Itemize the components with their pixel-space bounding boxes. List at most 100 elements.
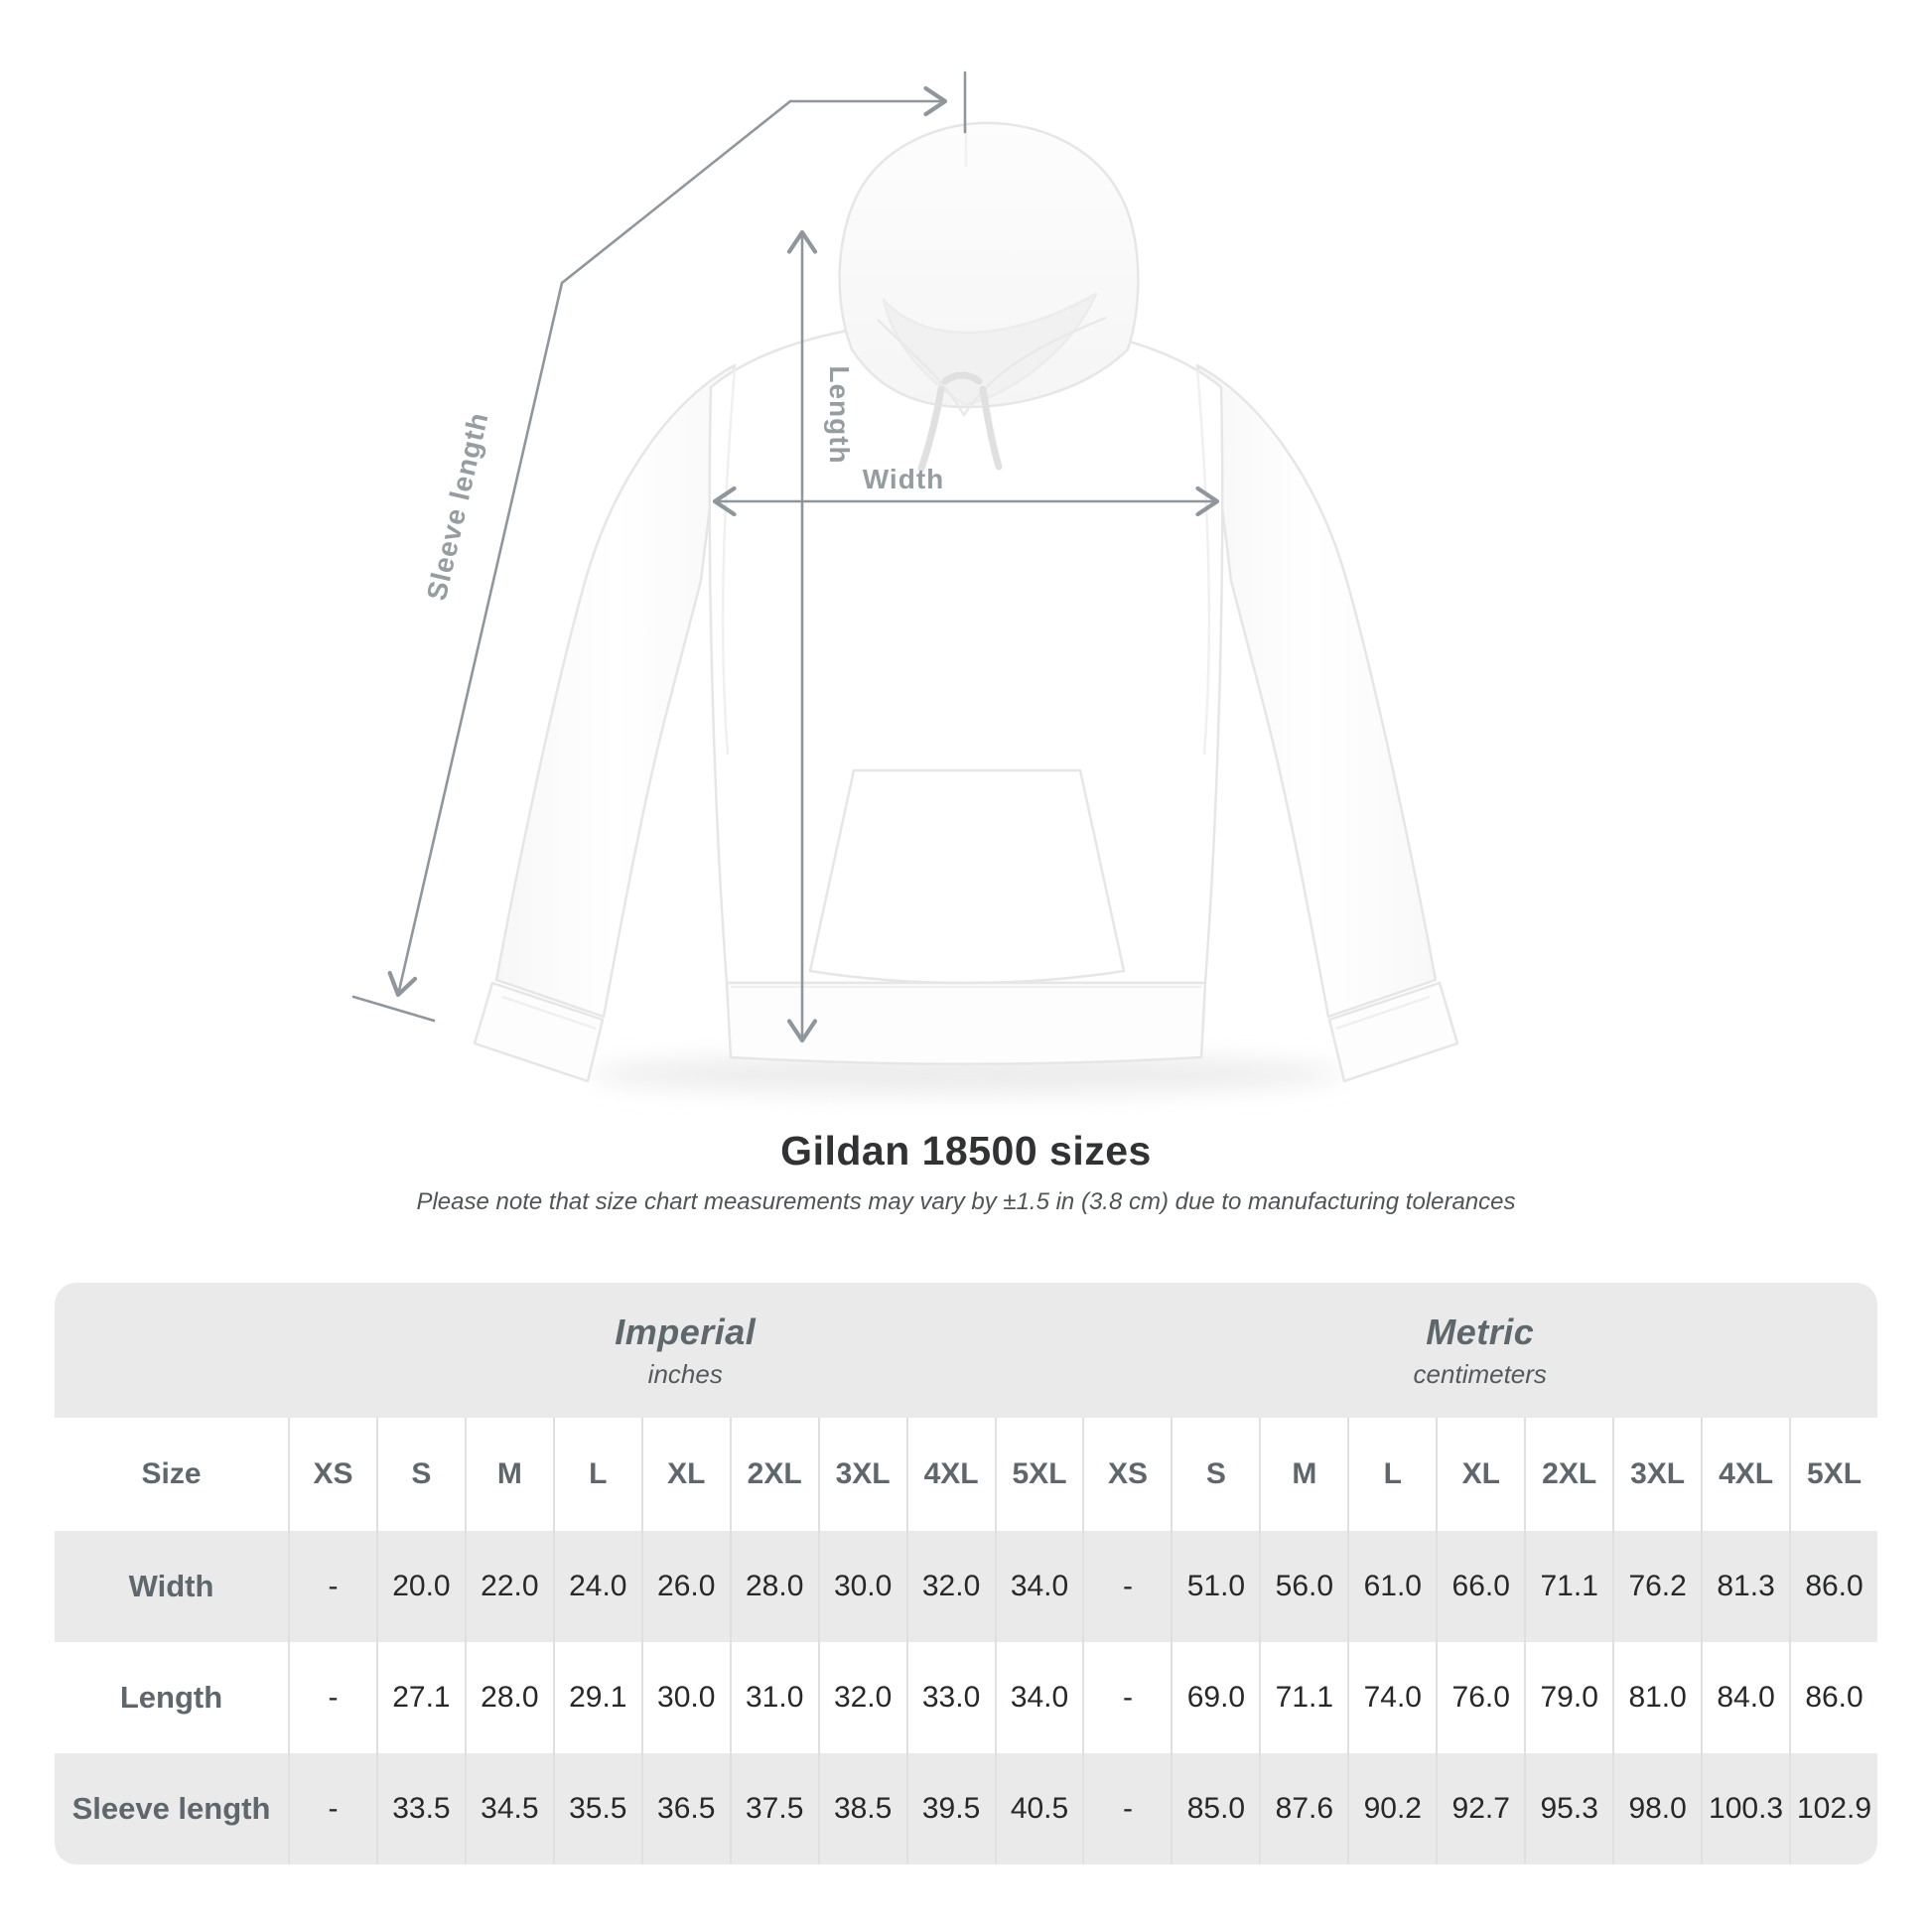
value-cell: 38.5 [817,1753,906,1864]
imperial-group-header: Imperial inches [288,1283,1083,1418]
length-label: Length [824,365,855,464]
value-cell: - [288,1531,376,1642]
value-cell: 71.1 [1259,1642,1347,1753]
imperial-title: Imperial [615,1311,757,1352]
size-header-metric-xs: XS [1082,1418,1171,1531]
hoodie-size-diagram: Length Width Sleeve length [351,70,1459,1094]
value-cell: 84.0 [1701,1642,1789,1753]
size-table: Imperial inches Metric centimeters Size … [55,1283,1877,1864]
value-cell: 33.5 [375,1753,465,1864]
sleeve-length-line [387,99,792,998]
cuff-tick [351,995,436,1023]
hoodie-diagram-svg: Length Width Sleeve length [351,70,1459,1094]
value-cell: 69.0 [1171,1642,1259,1753]
value-cell: 81.0 [1612,1642,1701,1753]
value-cell: 71.1 [1524,1531,1612,1642]
value-cell: 20.0 [375,1531,465,1642]
value-cell: 34.0 [994,1531,1083,1642]
value-cell: 31.0 [729,1642,818,1753]
value-cell: 85.0 [1171,1753,1259,1864]
value-cell: 87.6 [1259,1753,1347,1864]
size-header-imperial-xs: XS [288,1418,376,1531]
size-col-header: Size [141,1457,202,1490]
size-header-metric-m: M [1259,1418,1347,1531]
value-cell: 33.0 [905,1642,995,1753]
value-cell: 81.3 [1701,1531,1789,1642]
value-cell: - [1082,1642,1171,1753]
width-label: Width [863,464,945,494]
value-cell: 30.0 [817,1531,906,1642]
metric-group-header: Metric centimeters [1083,1283,1878,1418]
measurement-lines [351,70,1220,1043]
value-cell: 79.0 [1524,1642,1612,1753]
size-header-imperial-3xl: 3XL [817,1418,906,1531]
hoodie-illustration [473,121,1459,1083]
size-header-metric-2xl: 2XL [1524,1418,1612,1531]
page-title: Gildan 18500 sizes [780,1128,1152,1173]
tolerance-note: Please note that size chart measurements… [416,1188,1516,1215]
row-label-length: Length [119,1680,223,1715]
value-cell: 26.0 [640,1531,730,1642]
value-cell: 40.5 [994,1753,1083,1864]
value-cell: 76.0 [1436,1642,1524,1753]
table-row-length: Length - 27.1 28.0 29.1 30.0 31.0 32.0 3… [55,1642,1877,1753]
metric-title: Metric [1426,1311,1535,1352]
value-cell: 28.0 [464,1642,553,1753]
size-header-metric-3xl: 3XL [1612,1418,1701,1531]
value-cell: 86.0 [1789,1642,1877,1753]
value-cell: 102.9 [1789,1753,1877,1864]
value-cell: 22.0 [464,1531,553,1642]
value-cell: 29.1 [552,1642,641,1753]
size-header-imperial-m: M [464,1418,553,1531]
value-cell: 92.7 [1436,1753,1524,1864]
value-cell: 37.5 [729,1753,818,1864]
value-cell: 56.0 [1259,1531,1347,1642]
value-cell: - [288,1753,376,1864]
value-cell: 61.0 [1347,1531,1436,1642]
size-header-metric-5xl: 5XL [1789,1418,1877,1531]
row-label-sleeve-length: Sleeve length [71,1791,271,1826]
hood-drawstrings [917,371,1003,473]
value-cell: 98.0 [1612,1753,1701,1864]
value-cell: 39.5 [905,1753,995,1864]
unit-header-band: Imperial inches Metric centimeters [55,1283,1877,1418]
value-cell: 66.0 [1436,1531,1524,1642]
table-row-width: Width - 20.0 22.0 24.0 26.0 28.0 30.0 32… [55,1531,1877,1642]
heading-block: Gildan 18500 sizes Please note that size… [0,1128,1932,1216]
size-header-imperial-5xl: 5XL [994,1418,1083,1531]
value-cell: - [288,1642,376,1753]
value-cell: 32.0 [905,1531,995,1642]
value-cell: 36.5 [640,1753,730,1864]
value-cell: 76.2 [1612,1531,1701,1642]
size-header-imperial-s: S [375,1418,465,1531]
metric-subtitle: centimeters [1413,1358,1547,1389]
size-header-row: Size XS S M L XL 2XL 3XL 4XL 5XL XS S M … [55,1418,1877,1531]
size-header-metric-4xl: 4XL [1701,1418,1789,1531]
value-cell: 27.1 [375,1642,465,1753]
size-header-metric-s: S [1171,1418,1259,1531]
value-cell: 30.0 [640,1642,730,1753]
value-cell: - [1082,1531,1171,1642]
value-cell: - [1082,1753,1171,1864]
value-cell: 74.0 [1347,1642,1436,1753]
size-header-imperial-xl: XL [640,1418,730,1531]
value-cell: 86.0 [1789,1531,1877,1642]
table-row-sleeve-length: Sleeve length - 33.5 34.5 35.5 36.5 37.5… [55,1753,1877,1864]
size-header-metric-xl: XL [1436,1418,1524,1531]
size-header-imperial-4xl: 4XL [905,1418,995,1531]
value-cell: 95.3 [1524,1753,1612,1864]
garment-shadow [589,1054,1343,1094]
value-cell: 24.0 [552,1531,641,1642]
value-cell: 90.2 [1347,1753,1436,1864]
value-cell: 35.5 [552,1753,641,1864]
sleeve-length-label: Sleeve length [421,409,494,604]
value-cell: 34.5 [464,1753,553,1864]
row-label-width: Width [128,1569,214,1603]
value-cell: 34.0 [994,1642,1083,1753]
value-cell: 32.0 [817,1642,906,1753]
value-cell: 100.3 [1701,1753,1789,1864]
imperial-subtitle: inches [647,1358,723,1389]
size-header-imperial-l: L [552,1418,641,1531]
size-header-metric-l: L [1347,1418,1436,1531]
value-cell: 28.0 [729,1531,818,1642]
